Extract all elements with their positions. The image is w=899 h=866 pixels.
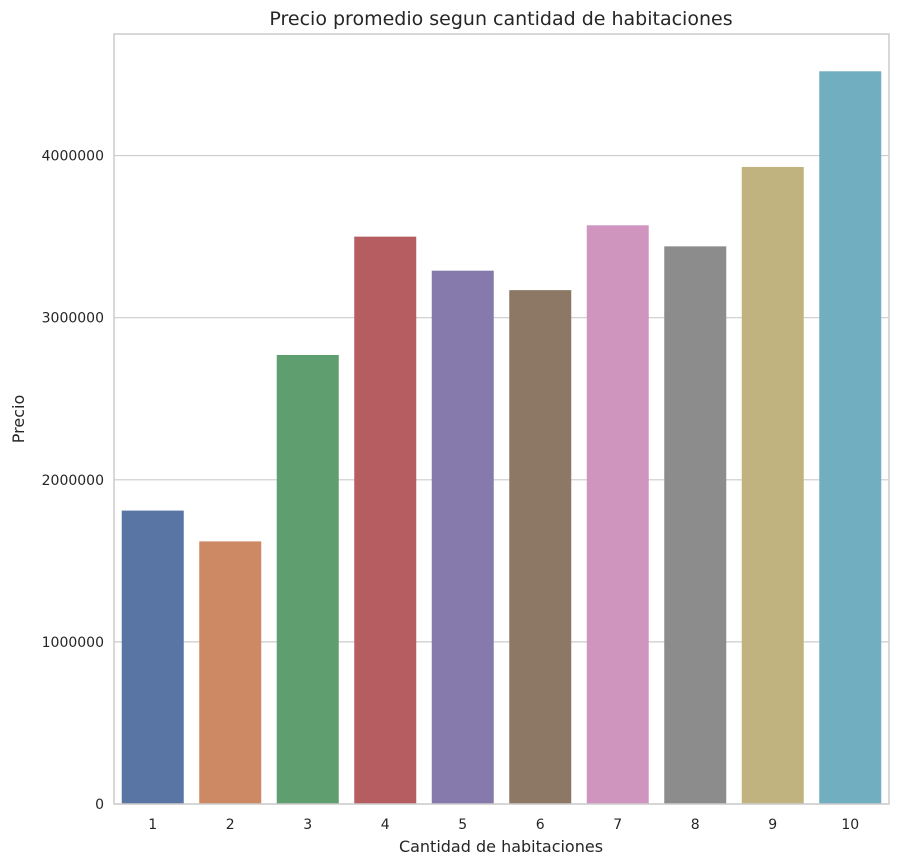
x-tick-label: 10 — [841, 817, 859, 833]
y-axis-label: Precio — [9, 395, 28, 443]
x-tick-label: 1 — [148, 817, 157, 833]
x-tick-label: 5 — [458, 817, 467, 833]
x-tick-label: 2 — [226, 817, 235, 833]
bar-4 — [354, 236, 417, 804]
x-tick-label: 6 — [536, 817, 545, 833]
x-tick-label: 9 — [768, 817, 777, 833]
x-tick-label: 8 — [691, 817, 700, 833]
x-axis-label: Cantidad de habitaciones — [399, 837, 603, 856]
y-tick-label: 4000000 — [42, 149, 104, 165]
y-tick-label: 3000000 — [42, 311, 104, 327]
bar-9 — [741, 166, 804, 804]
y-tick-label: 0 — [95, 797, 104, 813]
y-tick-label: 2000000 — [42, 473, 104, 489]
bar-10 — [819, 71, 882, 805]
x-tick-label: 3 — [303, 817, 312, 833]
x-tick-labels: 1 2 3 4 5 6 7 8 9 10 — [148, 817, 859, 833]
x-tick-label: 7 — [613, 817, 622, 833]
bar-8 — [664, 246, 727, 804]
y-tick-labels: 0 1000000 2000000 3000000 4000000 — [42, 149, 104, 813]
y-tick-label: 1000000 — [42, 635, 104, 651]
bar-7 — [586, 225, 649, 805]
plot-frame — [113, 33, 890, 805]
bar-5 — [431, 270, 494, 804]
chart-title: Precio promedio segun cantidad de habita… — [269, 8, 732, 30]
bars — [121, 71, 882, 805]
bar-6 — [509, 290, 572, 804]
x-tick-label: 4 — [381, 817, 390, 833]
bar-1 — [121, 510, 184, 804]
bar-2 — [199, 541, 262, 804]
bar-3 — [276, 354, 339, 804]
